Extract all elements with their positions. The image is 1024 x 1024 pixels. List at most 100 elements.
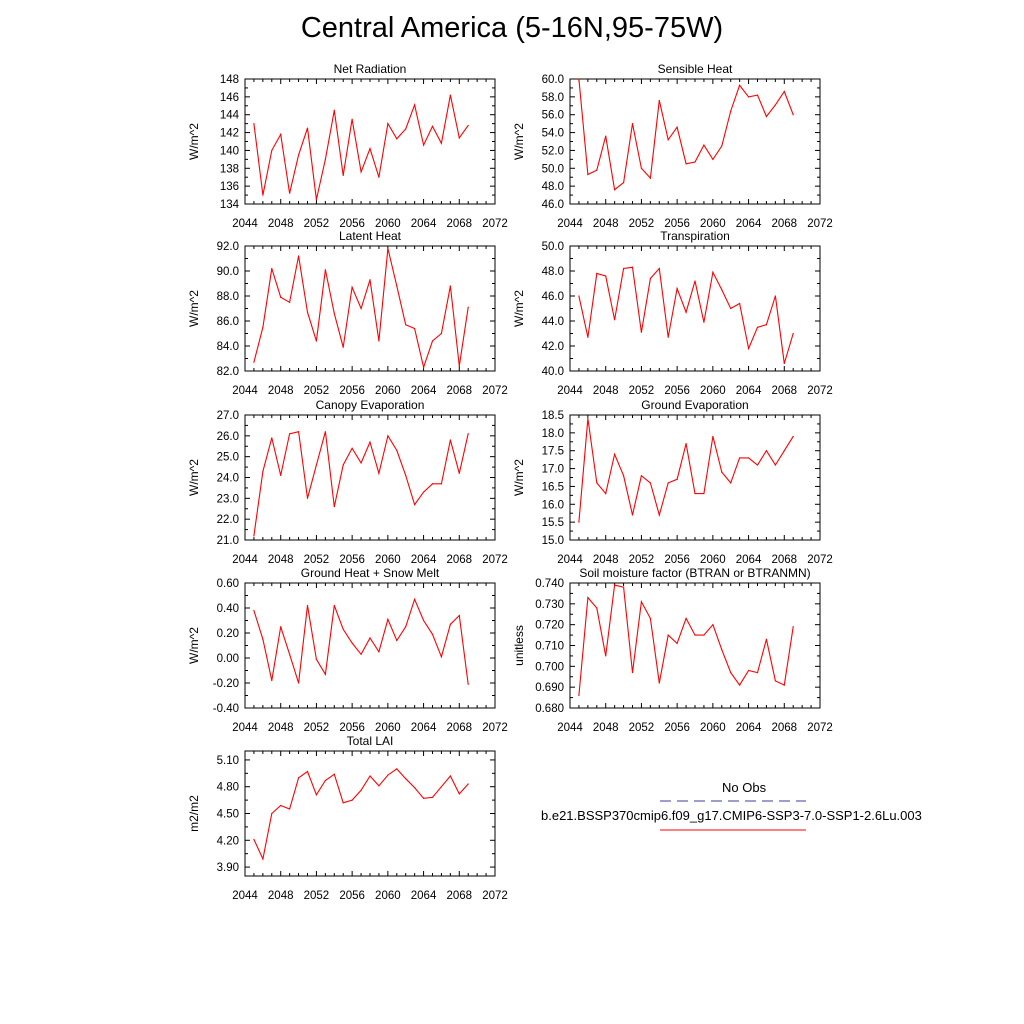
data-point (739, 457, 741, 459)
data-point (306, 604, 309, 607)
data-point (730, 307, 732, 310)
data-point (351, 799, 353, 801)
data-point (721, 145, 723, 147)
data-point (414, 598, 416, 600)
data-point (405, 324, 407, 326)
series-line (253, 94, 469, 200)
data-point (640, 331, 643, 333)
plot-frame (244, 414, 496, 541)
data-point (396, 768, 398, 770)
data-point (694, 492, 696, 495)
y-axis-label: W/m^2 (512, 123, 526, 160)
data-point (765, 115, 768, 118)
data-point (271, 149, 273, 152)
x-tick-label: 2068 (446, 554, 472, 566)
data-point (739, 684, 741, 686)
y-tick-label: 138 (220, 163, 239, 175)
data-point (351, 642, 353, 644)
data-point (792, 435, 794, 438)
y-tick-label: 134 (220, 199, 240, 211)
x-tick-label: 2072 (482, 722, 508, 734)
panel-1: 2044 2048 2052 2056 2060 2064 2068 2072 134 136 13… (187, 62, 508, 230)
x-tick-label: 2068 (771, 722, 797, 734)
x-tick-label: 2064 (736, 722, 762, 734)
y-tick-label: 16.5 (542, 481, 564, 493)
data-point (369, 279, 371, 281)
data-point (622, 267, 625, 270)
data-point (315, 340, 318, 342)
x-tick-label: 2064 (736, 385, 762, 397)
y-tick-label: 48.0 (542, 181, 564, 193)
data-point (289, 653, 291, 655)
y-axis-label: W/m^2 (512, 290, 526, 327)
x-tick-label: 2056 (664, 385, 690, 397)
y-tick-label: 88.0 (217, 291, 239, 303)
data-point (685, 311, 687, 313)
data-point (458, 472, 460, 474)
plot-frame (244, 750, 496, 877)
data-point (614, 189, 616, 191)
data-point (730, 671, 732, 674)
x-tick-label: 2060 (700, 385, 726, 397)
x-tick-label: 2072 (482, 385, 508, 397)
y-tick-label: 58.0 (542, 92, 564, 104)
data-point (387, 618, 389, 620)
data-point (783, 362, 785, 365)
data-point (658, 99, 660, 102)
x-tick-label: 2060 (700, 722, 726, 734)
data-point (458, 137, 460, 139)
data-point (747, 347, 750, 350)
y-tick-label: 0.20 (217, 628, 239, 640)
data-point (405, 626, 407, 628)
data-point (756, 326, 759, 328)
legend-model-label: b.e21.BSSP370cmip6.f09_g17.CMIP6-SSP3-7.… (541, 808, 922, 823)
data-point (458, 793, 460, 795)
y-tick-label: 17.5 (542, 446, 564, 458)
x-tick-label: 2044 (557, 385, 583, 397)
y-tick-label: 40.0 (542, 366, 564, 378)
data-point (333, 109, 335, 111)
data-point (253, 123, 255, 125)
data-point (342, 464, 344, 466)
x-tick-label: 2052 (629, 722, 655, 734)
data-point (396, 138, 398, 140)
data-point (405, 128, 407, 130)
data-point (649, 482, 651, 484)
data-point (622, 586, 625, 588)
data-point (774, 104, 776, 106)
data-point (324, 673, 326, 675)
x-tick-label: 2052 (304, 385, 330, 397)
panel-9: 2044 2048 2052 2056 2060 2064 2068 2072 3.90 4.20… (187, 734, 508, 902)
y-tick-label: 18.0 (542, 428, 564, 440)
data-point (280, 133, 282, 135)
data-point (765, 324, 768, 326)
data-point (739, 84, 741, 86)
data-point (614, 319, 616, 321)
x-tick-label: 2056 (339, 385, 365, 397)
data-point (756, 671, 759, 674)
x-tick-label: 2060 (700, 554, 726, 566)
y-tick-label: 46.0 (542, 291, 564, 303)
data-point (694, 280, 696, 282)
y-tick-label: 50.0 (542, 163, 564, 175)
y-tick-label: 0.60 (217, 578, 239, 590)
data-point (712, 271, 714, 273)
data-point (721, 649, 723, 651)
data-point (640, 475, 643, 477)
data-point (712, 624, 714, 626)
x-tick-label: 2048 (593, 722, 619, 734)
data-point (703, 144, 705, 146)
data-point (333, 604, 335, 607)
data-point (649, 617, 651, 620)
data-point (333, 506, 335, 508)
data-point (587, 417, 589, 420)
y-axis-label: W/m^2 (512, 459, 526, 496)
x-tick-label: 2044 (232, 890, 258, 902)
data-point (324, 431, 326, 433)
data-point (449, 775, 451, 777)
data-point (369, 775, 371, 777)
x-tick-label: 2056 (664, 218, 690, 230)
x-tick-label: 2048 (268, 385, 294, 397)
series-line (578, 418, 794, 523)
